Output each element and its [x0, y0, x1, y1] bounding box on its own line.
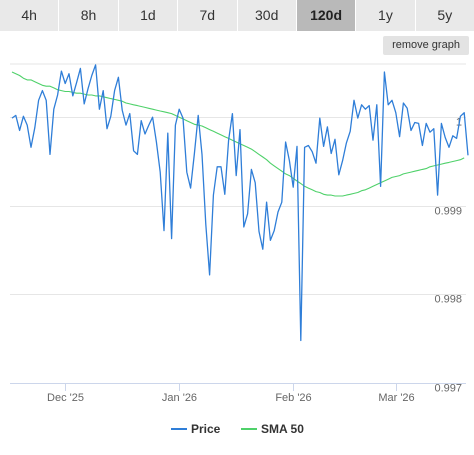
- legend-item-price[interactable]: Price: [191, 422, 221, 436]
- y-tick-label: 0.999: [434, 206, 462, 218]
- tab-30d[interactable]: 30d: [237, 0, 297, 31]
- tab-4h[interactable]: 4h: [0, 0, 60, 31]
- tab-120d[interactable]: 120d: [296, 0, 357, 31]
- x-tick-label: Feb '26: [275, 392, 311, 404]
- tab-8h[interactable]: 8h: [59, 0, 119, 31]
- tab-1y[interactable]: 1y: [356, 0, 416, 31]
- x-tick-label: Mar '26: [378, 392, 414, 404]
- legend-item-sma-50[interactable]: SMA 50: [261, 422, 304, 436]
- tab-5y[interactable]: 5y: [415, 0, 474, 31]
- timeframe-tabs: 4h 8h 1d 7d 30d 120d 1y 5y: [0, 0, 474, 31]
- price-series-line: [11, 64, 469, 342]
- sma-50-series-line: [11, 71, 465, 197]
- tab-1d[interactable]: 1d: [118, 0, 179, 31]
- x-tick-label: Jan '26: [162, 392, 197, 404]
- remove-graph-button[interactable]: remove graph: [383, 36, 469, 55]
- y-tick-label: 0.997: [434, 383, 462, 395]
- x-tick-label: Dec '25: [47, 392, 84, 404]
- y-tick-label: 0.998: [434, 294, 462, 306]
- tab-7d[interactable]: 7d: [178, 0, 238, 31]
